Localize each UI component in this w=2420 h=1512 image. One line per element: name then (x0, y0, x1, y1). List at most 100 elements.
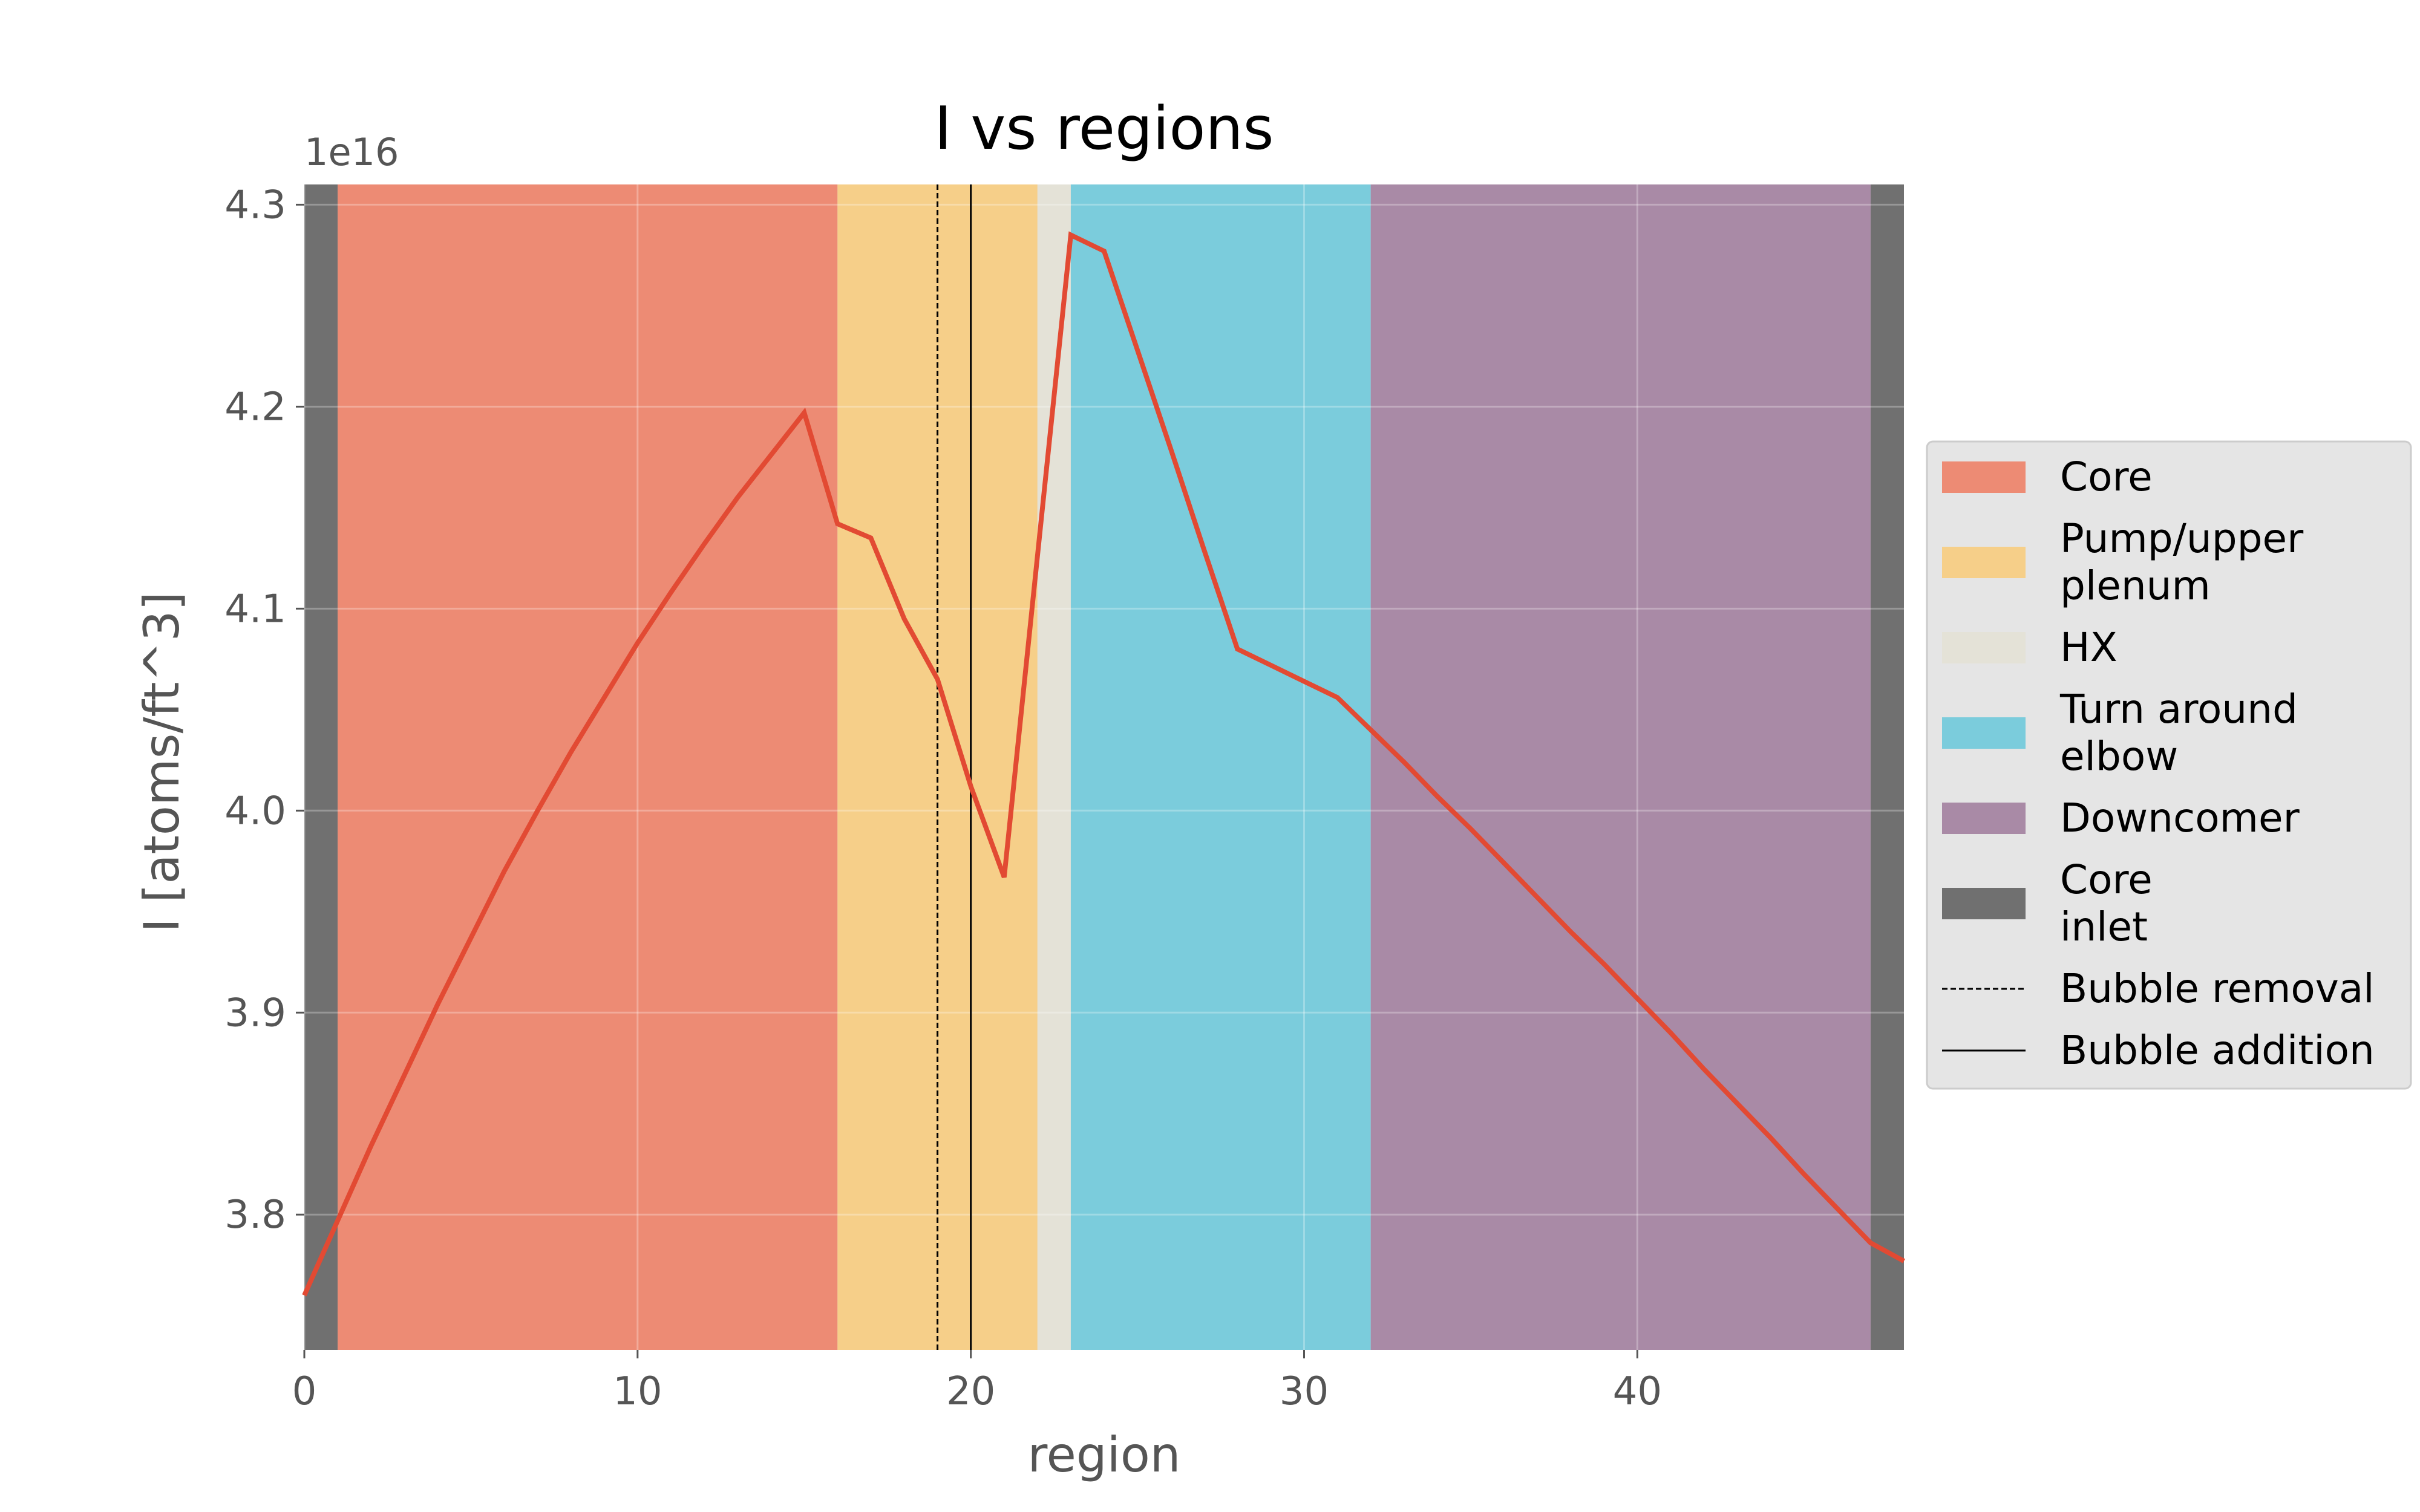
data-point (870, 537, 871, 538)
data-point (937, 679, 938, 680)
data-point (1304, 681, 1305, 682)
legend-label: Bubble removal (2060, 965, 2375, 1012)
data-point (370, 1145, 371, 1147)
region-band-core (338, 184, 838, 1350)
y-axis-label: I [atoms/ft^3] (134, 591, 190, 932)
legend-label: Core inlet (2060, 856, 2153, 950)
data-point (1770, 1137, 1771, 1138)
data-point (1603, 963, 1604, 965)
legend-label: Bubble addition (2060, 1027, 2375, 1074)
data-point (737, 497, 738, 498)
region-band-hx (1037, 184, 1071, 1350)
data-point (904, 618, 905, 619)
legend-item-bubble-removal: Bubble removal (1942, 965, 2375, 1012)
legend-label: Turn around elbow (2059, 686, 2298, 780)
data-point (1070, 234, 1071, 235)
data-point (1004, 877, 1005, 878)
y-tick-label: 4.0 (224, 789, 286, 833)
data-point (1170, 448, 1171, 449)
data-point (604, 697, 605, 698)
data-point (1704, 1069, 1705, 1070)
chart-title: I vs regions (934, 94, 1274, 163)
data-point (970, 786, 972, 787)
data-point (670, 592, 672, 593)
y-axis-ticks: 3.8 3.9 4.0 4.1 4.2 4.3 (224, 183, 304, 1237)
data-point (1570, 931, 1571, 933)
plot-area (302, 184, 1905, 1350)
x-tick-label: 0 (292, 1369, 317, 1414)
x-tick-label: 10 (613, 1369, 662, 1414)
data-point (1437, 796, 1438, 797)
y-offset-label: 1e16 (304, 130, 399, 174)
data-point (704, 543, 705, 544)
series-line-1 (302, 231, 1905, 1297)
legend-swatch (1942, 632, 2026, 663)
legend-item-turn-around-elbow: Turn around elbow (1942, 686, 2298, 780)
legend-item-core: Core (1942, 454, 2153, 500)
data-point (803, 412, 805, 413)
x-tick-label: 40 (1613, 1369, 1662, 1414)
data-point (571, 751, 572, 752)
data-point (1470, 828, 1471, 829)
series-lines (302, 231, 1905, 1297)
region-band-core-inlet-1 (304, 184, 338, 1350)
legend-label: Core (2060, 454, 2153, 500)
legend-item-downcomer: Downcomer (1942, 795, 2300, 841)
data-point (637, 642, 638, 644)
data-point (1503, 862, 1505, 864)
data-point (1104, 250, 1105, 252)
legend-swatch (1942, 547, 2026, 578)
data-point (1637, 998, 1638, 999)
legend-label: HX (2060, 624, 2118, 671)
legend-label: Pump/upper plenum (2060, 515, 2304, 609)
data-point (1537, 897, 1538, 898)
data-point (437, 1004, 438, 1005)
bubble-lines (937, 184, 972, 1350)
legend-item-core-inlet: Core inlet (1942, 856, 2153, 950)
data-point (404, 1075, 405, 1076)
y-tick-label: 4.3 (224, 183, 286, 227)
legend-items: Core Pump/upper plenum HX Turn around elbow Do… (1942, 454, 2375, 1074)
data-point (1037, 556, 1038, 557)
data-point (770, 455, 771, 456)
data-point (1837, 1208, 1838, 1209)
data-point (1137, 350, 1138, 351)
x-axis-label: region (1027, 1427, 1180, 1483)
legend: Core Pump/upper plenum HX Turn around elbow Do… (1926, 440, 2412, 1090)
data-point (1237, 648, 1238, 650)
data-point (1270, 665, 1271, 666)
y-tick-label: 4.1 (224, 587, 286, 631)
data-point (1203, 549, 1205, 550)
region-band-turn-around-elbow (1070, 184, 1371, 1350)
data-point (337, 1220, 338, 1221)
data-point (537, 810, 538, 811)
data-point (1337, 697, 1338, 698)
x-tick-label: 30 (1280, 1369, 1329, 1414)
data-point (1404, 761, 1405, 763)
y-tick-label: 4.2 (224, 385, 286, 429)
legend-item-bubble-addition: Bubble addition (1942, 1027, 2375, 1074)
x-tick-label: 20 (946, 1369, 995, 1414)
region-band-downcomer (1370, 184, 1871, 1350)
x-axis-ticks: 0 10 20 30 40 (292, 1350, 1662, 1414)
data-point (1870, 1242, 1871, 1243)
data-point (1804, 1173, 1805, 1175)
data-point (1670, 1032, 1671, 1034)
legend-item-pump-upper-plenum: Pump/upper plenum (1942, 515, 2304, 609)
legend-label: Downcomer (2060, 795, 2300, 841)
data-point (1370, 729, 1372, 731)
data-point (1903, 1260, 1905, 1262)
data-point (504, 870, 505, 872)
region-band-core-inlet-2 (1870, 184, 1904, 1350)
region-bands (304, 184, 1904, 1350)
y-tick-label: 3.8 (224, 1193, 286, 1237)
legend-item-hx: HX (1942, 624, 2118, 671)
grid-lines (303, 184, 1904, 1350)
data-point (304, 1295, 305, 1296)
region-band-pump-upper-plenum (837, 184, 1038, 1350)
legend-swatch (1942, 461, 2026, 493)
legend-box (1926, 440, 2412, 1090)
data-point (837, 523, 838, 524)
legend-swatch (1942, 803, 2026, 834)
